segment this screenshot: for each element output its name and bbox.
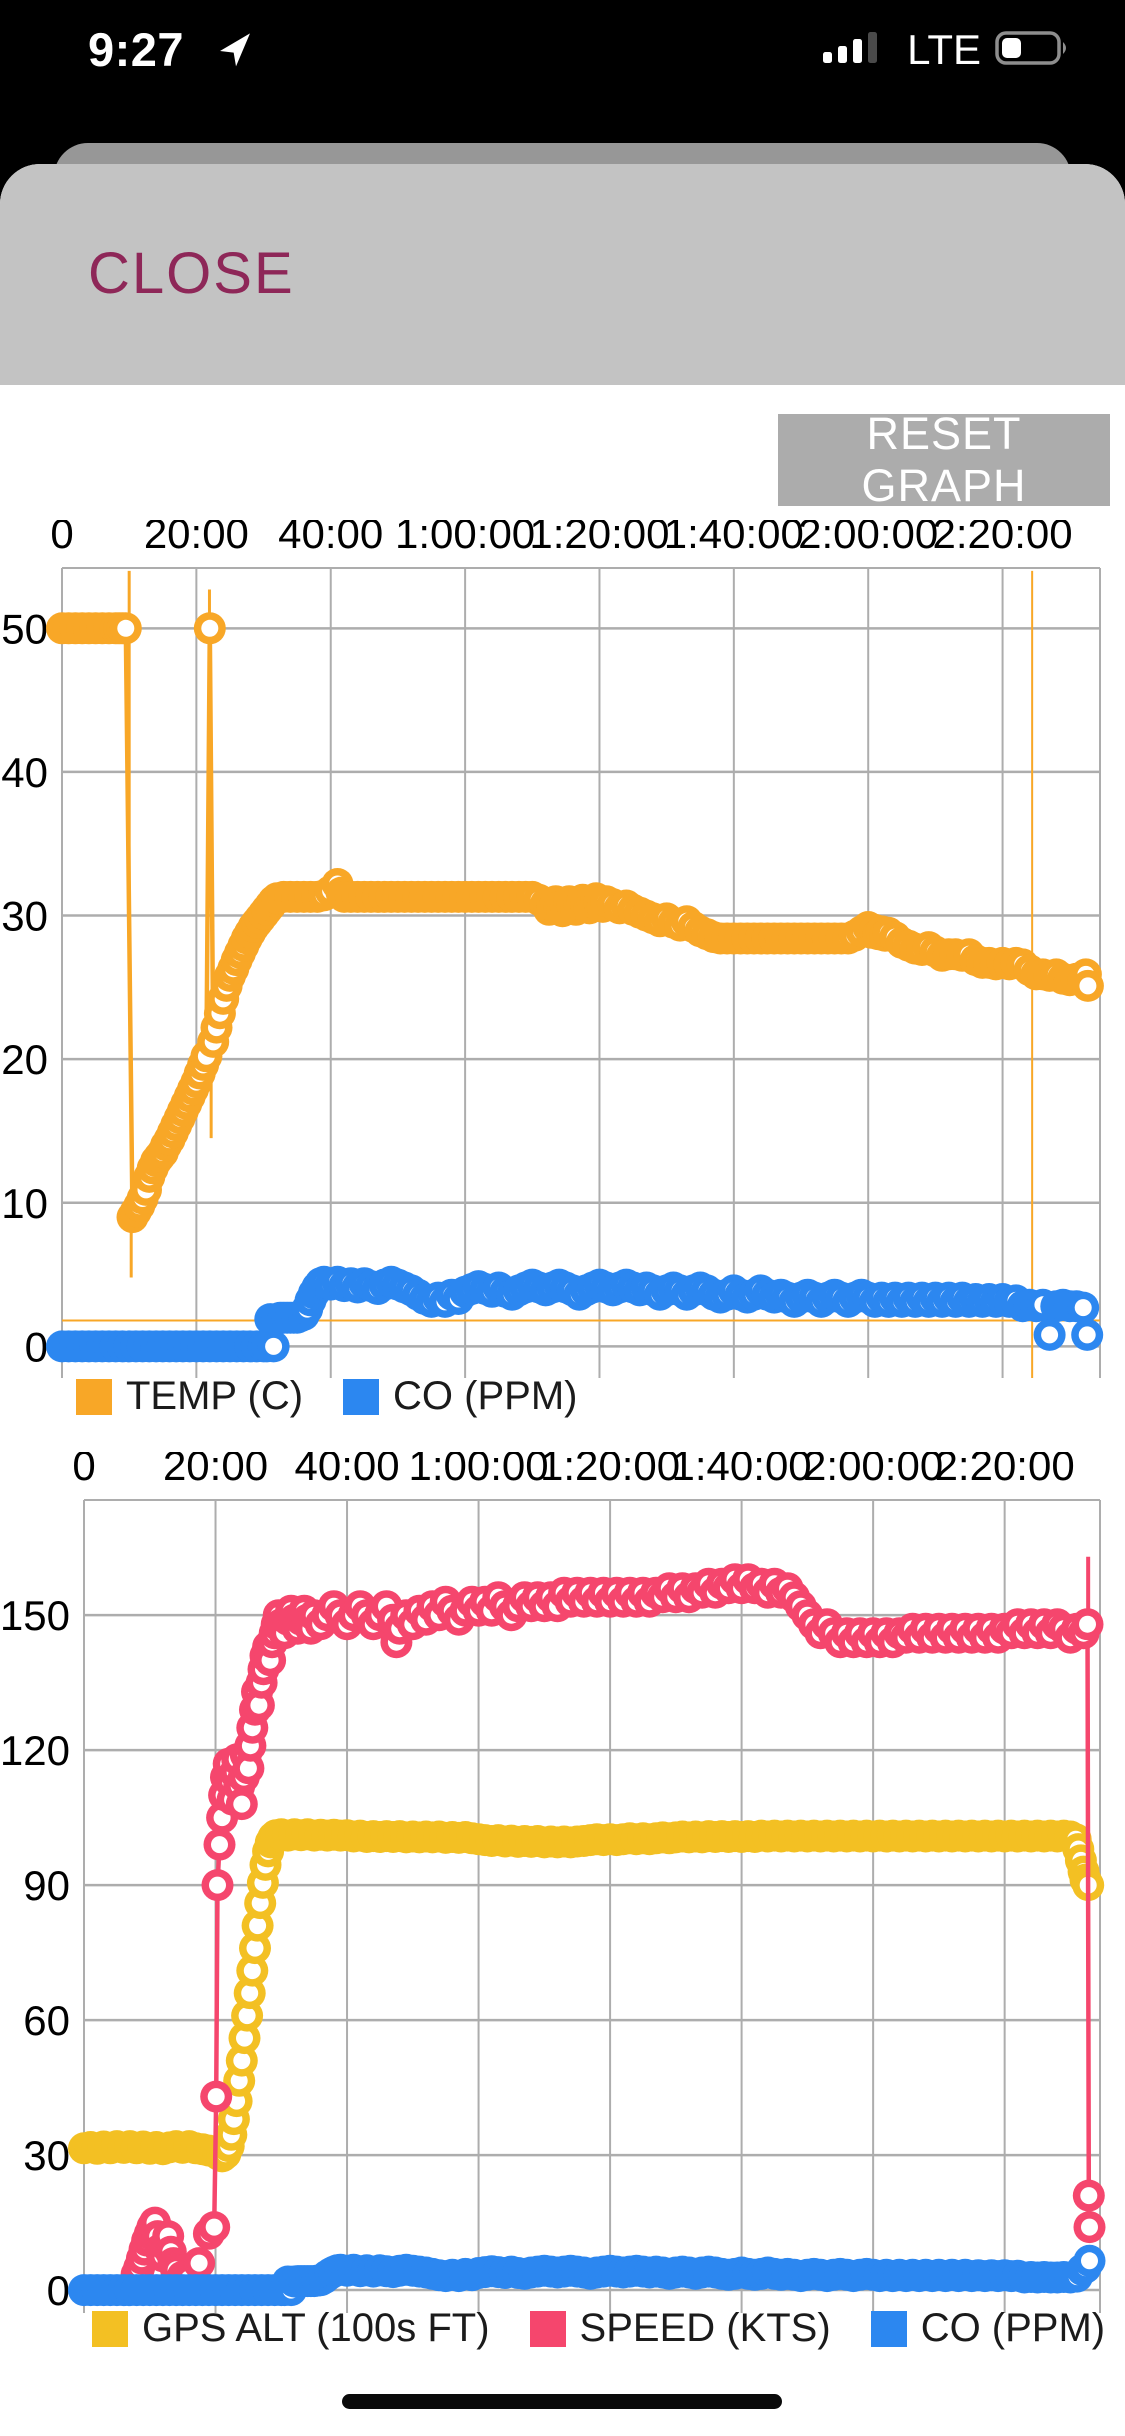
gps-alt-legend-swatch (92, 2310, 128, 2347)
alt-speed-co-chart[interactable]: 0 20:00 40:00 1:00:001:20:001:40:002:00:002… (0, 1452, 1125, 2372)
svg-text:0: 0 (25, 1323, 48, 1370)
series-speed-kts- (120, 1563, 1106, 2295)
co2-legend-label: CO (PPM) (920, 2306, 1106, 2350)
series-gps-alt-100s-ft- (68, 1818, 1105, 2173)
axis-labels: 0 20:00 40:00 1:00:001:20:001:40:002:00:002… (1, 520, 1072, 1370)
svg-text:30: 30 (23, 2132, 70, 2179)
alt-speed-co-chart-legend: GPS ALT (100s FT) SPEED (KTS) CO (PPM) (92, 2306, 1105, 2351)
home-indicator[interactable] (342, 2394, 782, 2409)
svg-text:20:00: 20:00 (163, 1452, 268, 1489)
gps-alt-legend-label: GPS ALT (100s FT) (142, 2306, 490, 2350)
temp-co-chart-legend: TEMP (C) CO (PPM) (76, 1374, 577, 1419)
reset-graph-button[interactable]: RESET GRAPH (778, 408, 1110, 511)
co-legend-label: CO (PPM) (393, 1374, 578, 1418)
co-legend-swatch (343, 1378, 380, 1415)
svg-text:30: 30 (1, 893, 48, 940)
co2-legend-swatch (870, 2310, 907, 2347)
network-type-label: LTE (907, 26, 981, 73)
svg-text:90: 90 (23, 1862, 70, 1909)
temp-legend-label: TEMP (C) (126, 1374, 304, 1418)
svg-text:150: 150 (0, 1592, 70, 1639)
series-co-ppm- (68, 2244, 1106, 2307)
svg-text:40:00: 40:00 (278, 520, 383, 557)
speed-legend-label: SPEED (KTS) (579, 2306, 831, 2350)
location-arrow-icon (215, 30, 255, 75)
svg-text:60: 60 (23, 1997, 70, 2044)
temp-legend-swatch (76, 1378, 112, 1415)
modal-header: CLOSE (0, 164, 1125, 385)
svg-text:40:00: 40:00 (294, 1452, 399, 1489)
svg-text:20:00: 20:00 (144, 520, 249, 557)
svg-text:120: 120 (0, 1727, 70, 1774)
svg-text:1:40:00: 1:40:00 (664, 520, 804, 557)
svg-text:2:20:00: 2:20:00 (935, 1452, 1075, 1489)
svg-text:1:40:00: 1:40:00 (672, 1452, 812, 1489)
svg-text:0: 0 (50, 520, 73, 557)
legend-item-temp: TEMP (C) (76, 1374, 303, 1419)
svg-text:20: 20 (1, 1036, 48, 1083)
svg-text:40: 40 (1, 749, 48, 796)
svg-text:2:00:00: 2:00:00 (803, 1452, 943, 1489)
svg-text:0: 0 (47, 2267, 70, 2314)
battery-icon (995, 29, 1073, 72)
legend-item-gps-alt: GPS ALT (100s FT) (92, 2306, 490, 2351)
axis-labels: 0 20:00 40:00 1:00:001:20:001:40:002:00:002… (0, 1452, 1075, 2314)
svg-text:1:00:00: 1:00:00 (408, 1452, 548, 1489)
cellular-signal-icon (821, 30, 893, 71)
temp-co-chart[interactable]: 0 20:00 40:00 1:00:001:20:001:40:002:00:002… (0, 520, 1125, 1440)
svg-text:1:20:00: 1:20:00 (529, 520, 669, 557)
legend-item-co2: CO (PPM) (870, 2306, 1106, 2351)
legend-item-speed: SPEED (KTS) (529, 2306, 831, 2351)
close-button[interactable]: CLOSE (88, 241, 295, 306)
clock-label: 9:27 (88, 23, 185, 76)
series-temp-c- (46, 612, 1104, 1234)
svg-text:1:20:00: 1:20:00 (540, 1452, 680, 1489)
speed-legend-swatch (529, 2310, 566, 2347)
status-bar: 9:27 LTE (0, 0, 1125, 100)
svg-text:1:00:00: 1:00:00 (395, 520, 535, 557)
svg-text:50: 50 (1, 605, 48, 652)
series-co-ppm- (46, 1265, 1104, 1363)
svg-text:2:20:00: 2:20:00 (933, 520, 1073, 557)
svg-text:2:00:00: 2:00:00 (798, 520, 938, 557)
svg-text:10: 10 (1, 1180, 48, 1227)
legend-item-co: CO (PPM) (343, 1374, 577, 1419)
svg-text:0: 0 (72, 1452, 95, 1489)
